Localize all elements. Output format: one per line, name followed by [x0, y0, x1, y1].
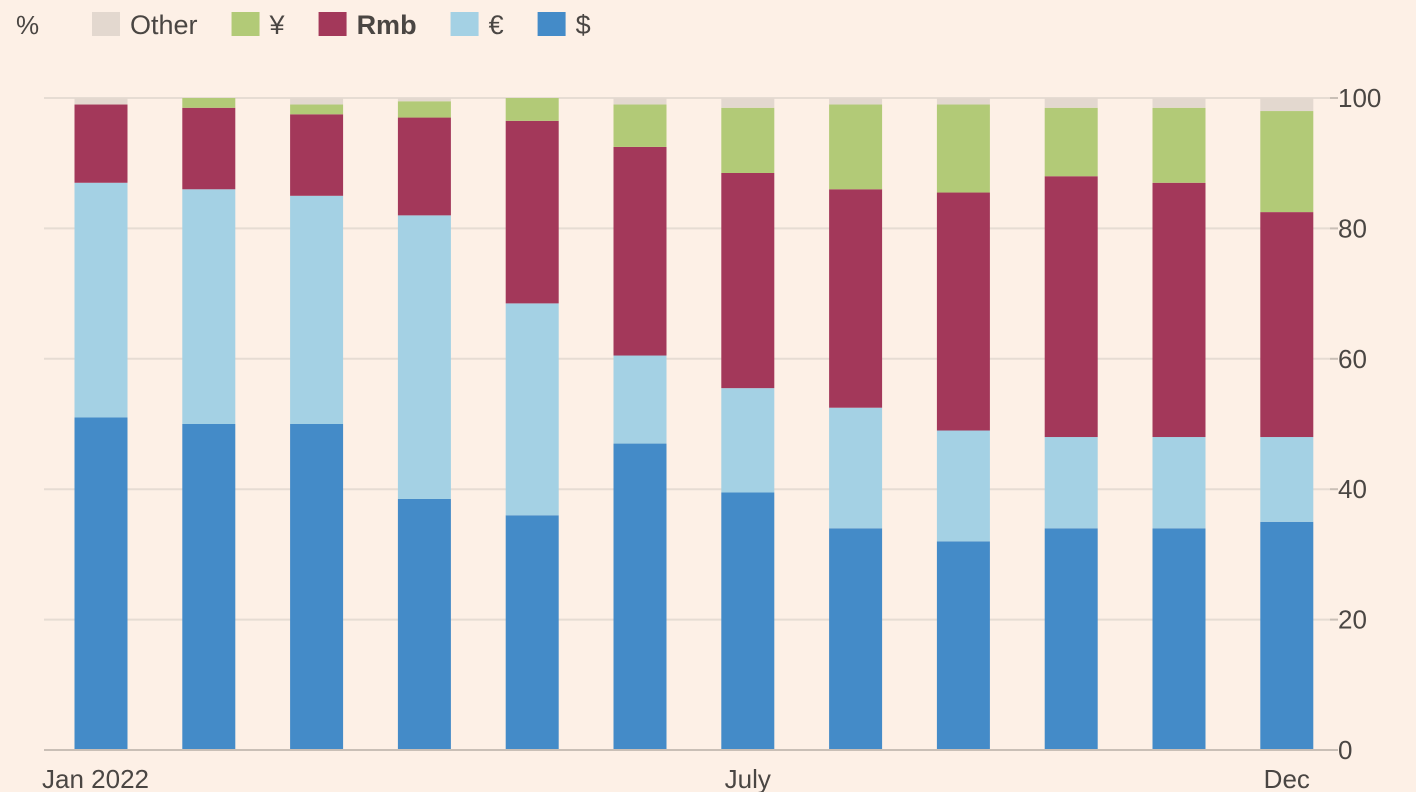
- bar-segment-$: [505, 515, 559, 750]
- bar-segment-$: [74, 417, 128, 750]
- bar-segment-€: [613, 355, 667, 444]
- bar-segment-Rmb: [505, 120, 559, 304]
- bar-segment-$: [1152, 528, 1206, 750]
- bar-segment-¥: [1044, 107, 1098, 177]
- legend-label: €: [489, 10, 504, 40]
- legend-swatch: [92, 12, 120, 36]
- bar-segment-Rmb: [829, 189, 883, 408]
- bar-segment-Other: [74, 98, 128, 105]
- bar-segment-¥: [505, 98, 559, 121]
- x-axis-ticks: Jan 2022 July Dec: [42, 764, 1310, 792]
- bar-segment-Other: [721, 98, 775, 108]
- bar-segment-Other: [1260, 98, 1314, 112]
- bar-segment-€: [182, 189, 236, 424]
- bar-segment-€: [1044, 437, 1098, 529]
- bar-segment-Other: [1152, 98, 1206, 108]
- bar-segment-$: [829, 528, 883, 750]
- bar-segment-¥: [721, 107, 775, 173]
- bar-segment-¥: [1260, 111, 1314, 213]
- bar-segment-$: [721, 492, 775, 750]
- legend-swatch: [231, 12, 260, 36]
- bar-segment-$: [182, 424, 236, 750]
- bar-segment-$: [1044, 528, 1098, 750]
- bar-segment-¥: [182, 98, 236, 108]
- bar-segment-Rmb: [74, 104, 128, 183]
- bar-segment-Other: [936, 98, 990, 105]
- y-tick-label: 100: [1338, 83, 1381, 113]
- bar-segment-$: [936, 541, 990, 750]
- bar-segment-Other: [613, 98, 667, 105]
- bar-segment-€: [74, 182, 128, 418]
- bar-segment-$: [613, 443, 667, 750]
- bar-segment-Other: [1044, 98, 1098, 108]
- bar-segment-Rmb: [613, 146, 667, 356]
- bar-segment-Rmb: [1044, 176, 1098, 438]
- bar-segment-Other: [397, 98, 451, 102]
- legend-label: $: [576, 10, 591, 40]
- y-tick-label: 60: [1338, 344, 1367, 374]
- bar-segment-Other: [829, 98, 883, 105]
- bar-segment-Rmb: [936, 192, 990, 431]
- bar-segment-Rmb: [1152, 182, 1206, 438]
- bar-segment-Other: [290, 98, 344, 105]
- bar-segment-€: [1260, 437, 1314, 522]
- bar-segment-¥: [613, 104, 667, 147]
- bar-segment-$: [397, 498, 451, 750]
- y-unit-label: %: [16, 10, 39, 40]
- bar-segment-€: [505, 303, 559, 516]
- legend-label: Other: [130, 10, 198, 40]
- y-tick-label: 0: [1338, 735, 1352, 765]
- bar-segment-¥: [397, 101, 451, 118]
- bar-segment-¥: [829, 104, 883, 190]
- bar-segment-€: [1152, 437, 1206, 529]
- bars: [74, 98, 1314, 750]
- y-axis-ticks: 0 20 40 60 80 100: [1330, 83, 1381, 765]
- y-tick-label: 20: [1338, 605, 1367, 635]
- legend-swatch: [450, 12, 479, 36]
- gridlines: [44, 97, 1330, 621]
- bar-segment-$: [1260, 521, 1314, 750]
- bar-segment-Rmb: [397, 117, 451, 216]
- legend: Other ¥ Rmb € $: [92, 10, 591, 40]
- bar-segment-€: [936, 430, 990, 542]
- bar-segment-Rmb: [721, 172, 775, 389]
- bar-segment-$: [290, 424, 344, 750]
- x-tick-label: Jan 2022: [42, 764, 149, 792]
- legend-swatch: [537, 12, 566, 36]
- bar-segment-¥: [290, 104, 344, 115]
- y-tick-label: 40: [1338, 474, 1367, 504]
- x-tick-label: July: [725, 764, 771, 792]
- legend-label: Rmb: [357, 10, 417, 40]
- bar-segment-¥: [936, 104, 990, 193]
- bar-segment-€: [829, 407, 883, 529]
- bar-segment-€: [397, 215, 451, 499]
- legend-label: ¥: [269, 10, 286, 40]
- bar-segment-€: [290, 195, 344, 424]
- x-tick-label: Dec: [1264, 764, 1310, 792]
- bar-segment-Rmb: [290, 114, 344, 196]
- bar-segment-¥: [1152, 107, 1206, 183]
- bar-segment-€: [721, 388, 775, 493]
- bar-segment-Rmb: [182, 107, 236, 190]
- legend-swatch: [318, 12, 347, 36]
- bar-segment-Rmb: [1260, 212, 1314, 438]
- y-tick-label: 80: [1338, 213, 1367, 243]
